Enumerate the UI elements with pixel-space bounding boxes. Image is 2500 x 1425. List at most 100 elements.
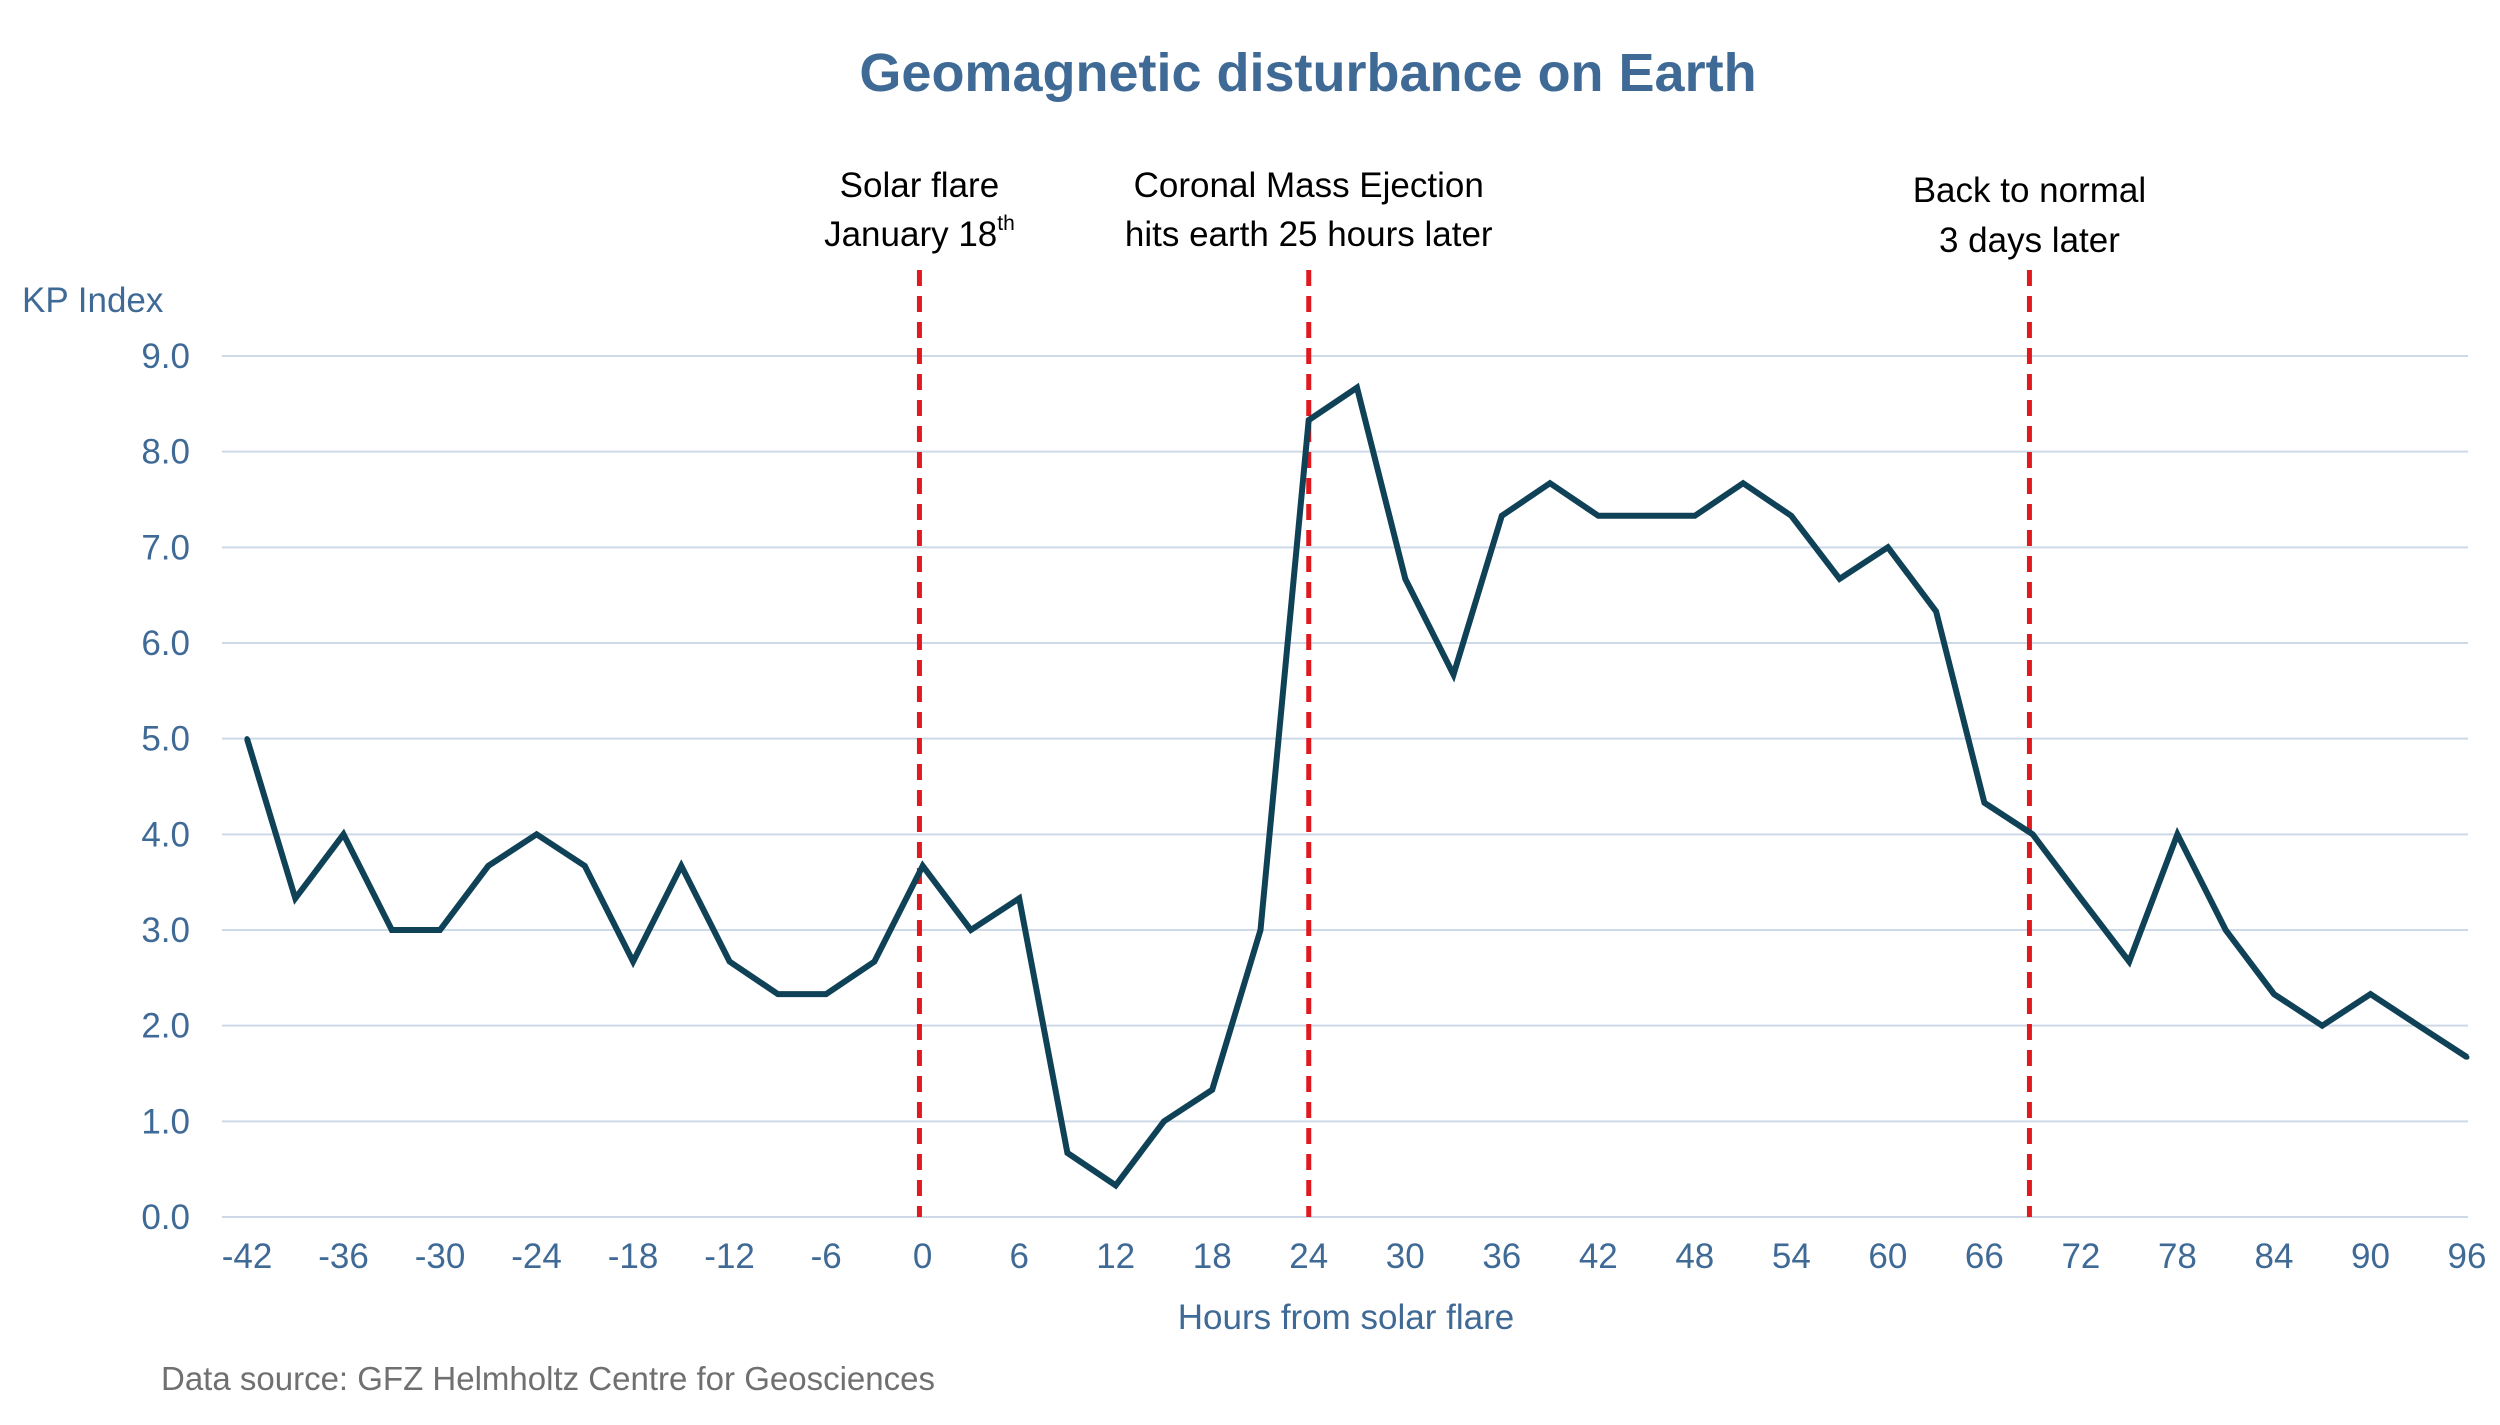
x-tick-label: 42 — [1579, 1237, 1618, 1276]
x-tick-label: 24 — [1289, 1237, 1328, 1276]
data-point — [1595, 513, 1601, 519]
x-tick-label: -24 — [511, 1237, 562, 1276]
data-point — [1209, 1087, 1215, 1093]
annotation-line1: Coronal Mass Ejection — [1134, 166, 1484, 205]
data-point — [1885, 544, 1891, 550]
x-tick-label: 96 — [2448, 1237, 2487, 1276]
data-point — [485, 863, 491, 869]
annotation-line2: January 18th — [824, 212, 1015, 254]
x-tick-label: -42 — [222, 1237, 273, 1276]
data-point — [292, 895, 298, 901]
data-point — [2319, 1023, 2325, 1029]
data-point — [1837, 576, 1843, 582]
data-point — [1113, 1182, 1119, 1188]
data-point — [1547, 480, 1553, 486]
data-point — [1064, 1150, 1070, 1156]
data-point — [2174, 831, 2180, 837]
data-point — [1402, 576, 1408, 582]
data-point — [2464, 1054, 2470, 1060]
data-point — [341, 831, 347, 837]
data-point — [1257, 927, 1263, 933]
data-points — [244, 385, 2470, 1188]
annotation-line1: Back to normal — [1913, 171, 2146, 210]
series-layer — [244, 382, 2469, 1190]
x-tick-label: 36 — [1482, 1237, 1521, 1276]
data-point — [630, 959, 636, 965]
y-tick-label: 6.0 — [141, 624, 190, 663]
x-tick-label: 18 — [1193, 1237, 1232, 1276]
x-tick-label: -36 — [318, 1237, 369, 1276]
data-point — [1644, 513, 1650, 519]
data-point — [2271, 991, 2277, 997]
y-tick-label: 1.0 — [141, 1102, 190, 1141]
x-tick-label: 48 — [1675, 1237, 1714, 1276]
y-tick-label: 3.0 — [141, 911, 190, 950]
x-tick-label: 90 — [2351, 1237, 2390, 1276]
data-point — [2126, 959, 2132, 965]
data-point — [1692, 513, 1698, 519]
x-tick-label: -18 — [608, 1237, 659, 1276]
data-point — [534, 831, 540, 837]
annotation-line2: hits earth 25 hours later — [1125, 215, 1493, 254]
x-axis-label: Hours from solar flare — [1178, 1298, 1514, 1337]
data-point — [2367, 991, 2373, 997]
x-tick-label: -30 — [415, 1237, 466, 1276]
y-tick-labels: 0.0 1.0 2.0 3.0 4.0 5.0 6.0 7.0 8.0 9.0 — [141, 337, 190, 1237]
data-point — [1306, 417, 1312, 423]
data-point — [437, 927, 443, 933]
data-point — [1016, 895, 1022, 901]
x-tick-label: -12 — [704, 1237, 755, 1276]
x-tick-label: -6 — [811, 1237, 842, 1276]
data-point — [2078, 895, 2084, 901]
data-point — [389, 927, 395, 933]
data-point — [1933, 608, 1939, 614]
event-markers: Solar flare January 18th Coronal Mass Ejec… — [824, 166, 2146, 1217]
y-tick-label: 8.0 — [141, 433, 190, 472]
data-point — [727, 959, 733, 965]
data-point — [1499, 513, 1505, 519]
y-tick-label: 2.0 — [141, 1007, 190, 1046]
data-point — [2030, 831, 2036, 837]
data-point — [1981, 800, 1987, 806]
data-point — [2416, 1023, 2422, 1029]
x-tick-label: 60 — [1868, 1237, 1907, 1276]
annotation-line1: Solar flare — [840, 166, 1000, 205]
x-tick-label: 78 — [2158, 1237, 2197, 1276]
data-point — [1788, 513, 1794, 519]
chart-title: Geomagnetic disturbance on Earth — [859, 43, 1756, 103]
y-tick-label: 9.0 — [141, 337, 190, 376]
data-point — [2223, 927, 2229, 933]
series-line — [244, 382, 2469, 1190]
data-point — [1451, 672, 1457, 678]
x-tick-label: 12 — [1096, 1237, 1135, 1276]
x-tick-label: 66 — [1965, 1237, 2004, 1276]
data-point — [678, 863, 684, 869]
y-tick-label: 0.0 — [141, 1198, 190, 1237]
x-tick-label: 72 — [2061, 1237, 2100, 1276]
data-point — [582, 863, 588, 869]
data-point — [244, 736, 250, 742]
data-point — [920, 863, 926, 869]
data-point — [1740, 480, 1746, 486]
data-point — [823, 991, 829, 997]
x-tick-label: 0 — [913, 1237, 932, 1276]
data-point — [1161, 1118, 1167, 1124]
x-tick-label: 54 — [1772, 1237, 1811, 1276]
x-tick-labels: -42 -36 -30 -24 -18 -12 -6 0 6 12 18 24 30 36 42 48 54 60… — [222, 1237, 2487, 1276]
data-point — [968, 927, 974, 933]
y-tick-label: 7.0 — [141, 528, 190, 567]
y-axis-label: KP Index — [22, 281, 164, 320]
data-point — [871, 959, 877, 965]
x-tick-label: 30 — [1386, 1237, 1425, 1276]
data-point — [1354, 385, 1360, 391]
gridlines — [222, 355, 2468, 1218]
y-tick-label: 4.0 — [141, 815, 190, 854]
x-tick-label: 6 — [1009, 1237, 1028, 1276]
data-point — [775, 991, 781, 997]
data-source-note: Data source: GFZ Helmholtz Centre for Ge… — [161, 1360, 935, 1397]
annotation-line2: 3 days later — [1939, 221, 2120, 260]
y-tick-label: 5.0 — [141, 720, 190, 759]
x-tick-label: 84 — [2254, 1237, 2293, 1276]
